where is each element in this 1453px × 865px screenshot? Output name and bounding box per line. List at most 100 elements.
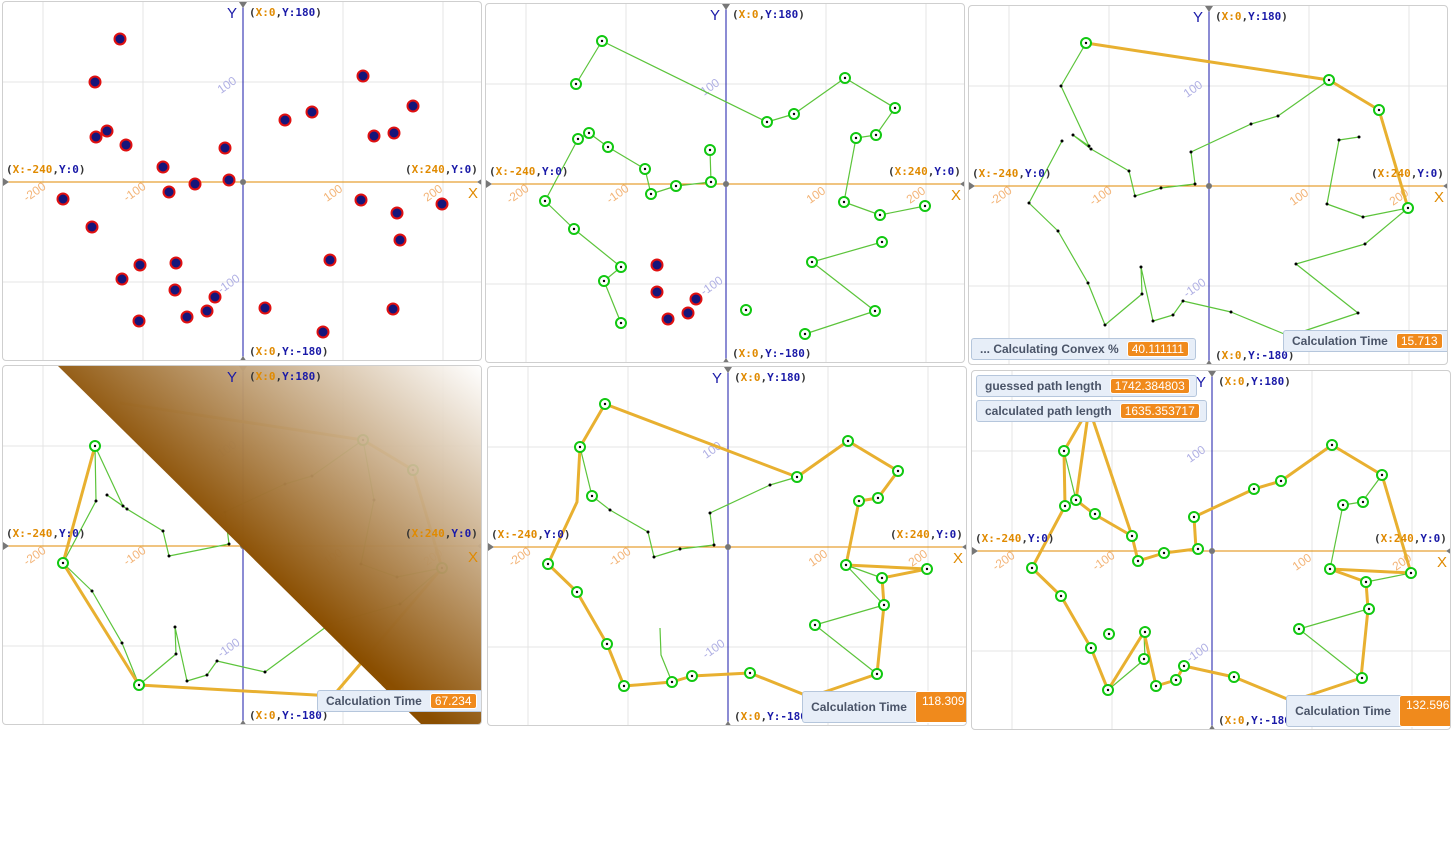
- point-center: [572, 227, 576, 231]
- point-center: [1294, 262, 1298, 266]
- point-center: [923, 204, 927, 208]
- point-center: [708, 511, 712, 515]
- point-center: [173, 625, 177, 629]
- x-tick-label: -100: [121, 543, 149, 568]
- y-tick-label: 100: [1184, 442, 1209, 465]
- unvisited-point: [222, 173, 236, 187]
- unvisited-point: [661, 312, 675, 326]
- calc-time-readout: Calculation Time 132.596: [1286, 695, 1450, 727]
- unvisited-point: [435, 197, 449, 211]
- tour-path: [804, 241, 883, 335]
- point-center: [578, 445, 582, 449]
- point-center: [1361, 500, 1365, 504]
- point-center: [893, 106, 897, 110]
- point-center: [1325, 202, 1329, 206]
- unvisited-point: [387, 126, 401, 140]
- point-center: [843, 76, 847, 80]
- axis-arrow: [477, 179, 481, 185]
- point-center: [1341, 503, 1345, 507]
- point-center: [876, 496, 880, 500]
- stage-panel-optimizing: -200 -100 100 200 100 -100 (X:0,Y:180) (X:0,Y:…: [487, 366, 967, 726]
- unvisited-point: [56, 192, 70, 206]
- point-center: [1192, 515, 1196, 519]
- point-center: [1130, 534, 1134, 538]
- point-center: [590, 494, 594, 498]
- point-center: [600, 39, 604, 43]
- right-coord-label: (X:240,Y:0): [890, 528, 963, 541]
- point-center: [1151, 319, 1155, 323]
- top-coord-label: (X:0,Y:180): [249, 6, 322, 19]
- y-axis-name: Y: [227, 5, 238, 22]
- axis-arrow: [972, 547, 978, 555]
- axis-arrow: [1446, 548, 1450, 554]
- point-center: [1089, 646, 1093, 650]
- point-center: [1249, 122, 1253, 126]
- readout-label: guessed path length: [985, 379, 1102, 393]
- y-tick-label: 100: [1181, 77, 1206, 100]
- point-center: [605, 642, 609, 646]
- point-center: [546, 562, 550, 566]
- x-axis-name: X: [468, 549, 479, 566]
- calc-time-readout: Calculation Time 118.309: [802, 691, 966, 723]
- readout-value: 15.713: [1395, 333, 1443, 349]
- point-center: [167, 554, 171, 558]
- unvisited-point: [393, 233, 407, 247]
- unvisited-point: [356, 69, 370, 83]
- y-tick-label: -100: [1181, 275, 1209, 300]
- unvisited-point: [278, 113, 292, 127]
- stage-panel-path-progress: -200 -100 100 200 100 -100 (X:0,Y:180) (X:0,Y:…: [485, 3, 965, 363]
- unvisited-point: [367, 129, 381, 143]
- point-center: [1276, 114, 1280, 118]
- x-tick-label: -200: [504, 181, 532, 206]
- unvisited-point: [681, 306, 695, 320]
- point-center: [748, 671, 752, 675]
- unvisited-point: [180, 310, 194, 324]
- point-center: [1367, 607, 1371, 611]
- x-axis-name: X: [951, 187, 962, 204]
- axis-arrow: [3, 178, 9, 186]
- point-center: [94, 499, 98, 503]
- unvisited-point: [354, 193, 368, 207]
- x-tick-label: -100: [1090, 548, 1118, 573]
- point-center: [1143, 630, 1147, 634]
- point-center: [90, 589, 94, 593]
- left-coord-label: (X:-240,Y:0): [6, 163, 86, 176]
- calculated-length-readout: calculated path length 1635.353717: [976, 400, 1207, 422]
- point-center: [880, 240, 884, 244]
- unvisited-point: [650, 285, 664, 299]
- unvisited-point: [689, 292, 703, 306]
- axis-arrow: [962, 544, 966, 550]
- point-center: [1297, 627, 1301, 631]
- unvisited-point: [208, 290, 222, 304]
- readout-label: calculated path length: [985, 404, 1112, 418]
- readout-value: 118.309: [915, 691, 966, 723]
- y-axis-name: Y: [1193, 9, 1204, 26]
- point-center: [1140, 292, 1144, 296]
- readout-value: 132.596: [1399, 695, 1450, 727]
- point-center: [1406, 206, 1410, 210]
- axis-arrow: [240, 356, 246, 360]
- unvisited-point: [88, 75, 102, 89]
- tour-path: [1060, 42, 1330, 197]
- readout-label: Calculation Time: [1295, 703, 1391, 718]
- point-center: [810, 260, 814, 264]
- point-center: [1181, 299, 1185, 303]
- axis-arrow: [725, 721, 731, 725]
- x-tick-label: -200: [506, 544, 534, 569]
- x-axis-name: X: [1437, 554, 1448, 571]
- unvisited-point: [156, 160, 170, 174]
- sweep-overlay: [58, 366, 481, 724]
- top-coord-label: (X:0,Y:180): [734, 371, 807, 384]
- point-center: [263, 670, 267, 674]
- point-center: [882, 603, 886, 607]
- axis-arrow: [960, 181, 964, 187]
- x-tick-label: 100: [806, 546, 831, 569]
- point-center: [125, 507, 129, 511]
- readout-label: Calculation Time: [1292, 334, 1388, 348]
- bottom-coord-label: (X:0,Y:-180): [734, 710, 814, 723]
- point-center: [846, 439, 850, 443]
- point-center: [1093, 512, 1097, 516]
